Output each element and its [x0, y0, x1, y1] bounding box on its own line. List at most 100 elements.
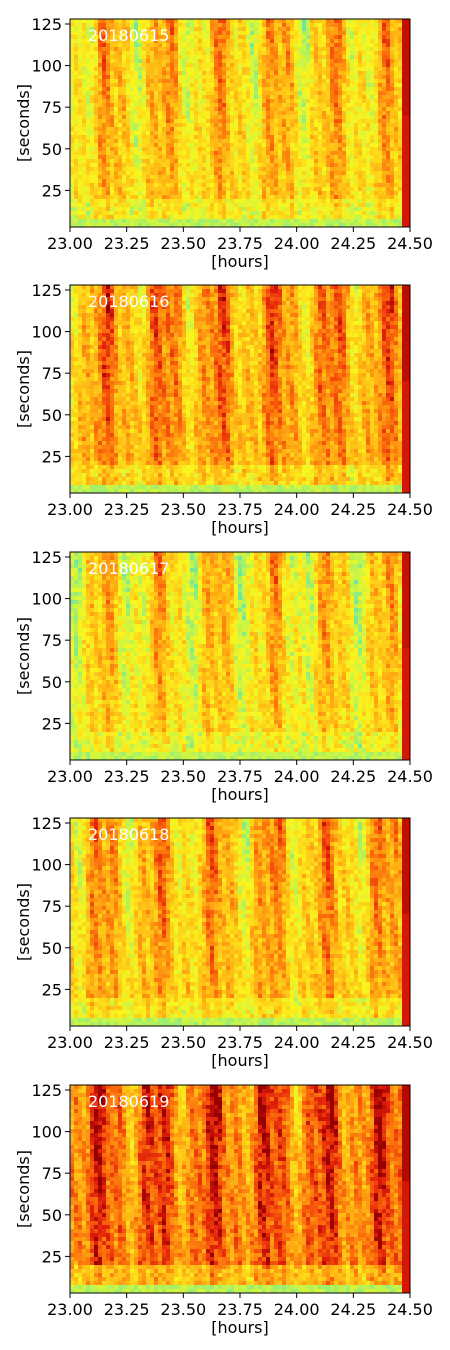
heatmap-cell: [326, 163, 331, 168]
heatmap-cell: [342, 115, 347, 120]
heatmap-cell: [322, 55, 327, 60]
heatmap-cell: [230, 55, 235, 60]
heatmap-cell: [94, 301, 99, 306]
heatmap-cell: [322, 199, 327, 204]
heatmap-cell: [86, 445, 91, 450]
heatmap-cell: [74, 35, 79, 40]
heatmap-cell: [134, 127, 139, 132]
heatmap-cell: [270, 127, 275, 132]
heatmap-cell: [90, 99, 95, 104]
heatmap-cell: [122, 199, 127, 204]
heatmap-cell: [278, 79, 283, 84]
heatmap-cell: [78, 397, 83, 402]
heatmap-cell: [182, 83, 187, 88]
heatmap-cell: [74, 433, 79, 438]
heatmap-cell: [94, 293, 99, 298]
heatmap-cell: [314, 199, 319, 204]
heatmap-cell: [250, 23, 255, 28]
heatmap-cell: [210, 139, 215, 144]
heatmap-cell: [134, 131, 139, 136]
heatmap-cell: [402, 95, 407, 100]
heatmap-cell: [94, 481, 99, 486]
heatmap-cell: [186, 31, 191, 36]
heatmap-cell: [158, 59, 163, 64]
heatmap-cell: [82, 27, 87, 32]
heatmap-cell: [130, 71, 135, 76]
heatmap-cell: [262, 35, 267, 40]
heatmap-cell: [338, 191, 343, 196]
heatmap-cell: [214, 19, 219, 24]
heatmap-cell: [254, 163, 259, 168]
heatmap-cell: [202, 119, 207, 124]
heatmap-cell: [110, 305, 115, 310]
heatmap-cell: [214, 79, 219, 84]
heatmap-cell: [70, 393, 75, 398]
heatmap-cell: [242, 203, 247, 208]
heatmap-cell: [106, 175, 111, 180]
heatmap-cell: [86, 405, 91, 410]
heatmap-cell: [214, 99, 219, 104]
heatmap-cell: [326, 199, 331, 204]
heatmap-cell: [302, 83, 307, 88]
heatmap-cell: [274, 195, 279, 200]
heatmap-cell: [122, 151, 127, 156]
heatmap-cell: [282, 63, 287, 68]
heatmap-cell: [402, 131, 407, 136]
heatmap-cell: [250, 139, 255, 144]
heatmap-cell: [370, 27, 375, 32]
heatmap-cell: [234, 171, 239, 176]
heatmap-cell: [358, 51, 363, 56]
heatmap-cell: [234, 155, 239, 160]
heatmap-cell: [78, 139, 83, 144]
heatmap-cell: [398, 119, 403, 124]
heatmap-cell: [190, 147, 195, 152]
heatmap-cell: [274, 159, 279, 164]
heatmap-cell: [98, 289, 103, 294]
heatmap-cell: [174, 215, 179, 220]
heatmap-cell: [130, 27, 135, 32]
heatmap-cell: [286, 59, 291, 64]
heatmap-cell: [278, 31, 283, 36]
heatmap-cell: [94, 159, 99, 164]
heatmap-cell: [318, 159, 323, 164]
heatmap-cell: [162, 183, 167, 188]
heatmap-cell: [358, 43, 363, 48]
heatmap-cell: [110, 183, 115, 188]
heatmap-cell: [270, 219, 275, 224]
heatmap-cell: [110, 167, 115, 172]
heatmap-cell: [182, 59, 187, 64]
heatmap-cell: [310, 123, 315, 128]
heatmap-cell: [274, 123, 279, 128]
heatmap-cell: [70, 175, 75, 180]
heatmap-cell: [186, 63, 191, 68]
heatmap-cell: [122, 75, 127, 80]
heatmap-cell: [322, 143, 327, 148]
heatmap-cell: [402, 183, 407, 188]
heatmap-cell: [362, 91, 367, 96]
heatmap-cell: [142, 135, 147, 140]
heatmap-cell: [110, 309, 115, 314]
heatmap-cell: [70, 397, 75, 402]
heatmap-cell: [194, 219, 199, 224]
heatmap-cell: [134, 147, 139, 152]
heatmap-cell: [218, 63, 223, 68]
heatmap-cell: [210, 95, 215, 100]
heatmap-cell: [166, 199, 171, 204]
heatmap-cell: [302, 187, 307, 192]
heatmap-cell: [330, 219, 335, 224]
heatmap-cell: [378, 35, 383, 40]
heatmap-cell: [98, 35, 103, 40]
heatmap-cell: [182, 103, 187, 108]
heatmap-cell: [238, 223, 243, 227]
heatmap-cell: [118, 43, 123, 48]
heatmap-cell: [334, 99, 339, 104]
heatmap-cell: [178, 135, 183, 140]
heatmap-cell: [358, 91, 363, 96]
heatmap-cell: [274, 95, 279, 100]
heatmap-cell: [162, 207, 167, 212]
heatmap-cell: [354, 183, 359, 188]
heatmap-cell: [382, 183, 387, 188]
heatmap-cell: [182, 187, 187, 192]
heatmap-cell: [86, 461, 91, 466]
heatmap-cell: [74, 349, 79, 354]
